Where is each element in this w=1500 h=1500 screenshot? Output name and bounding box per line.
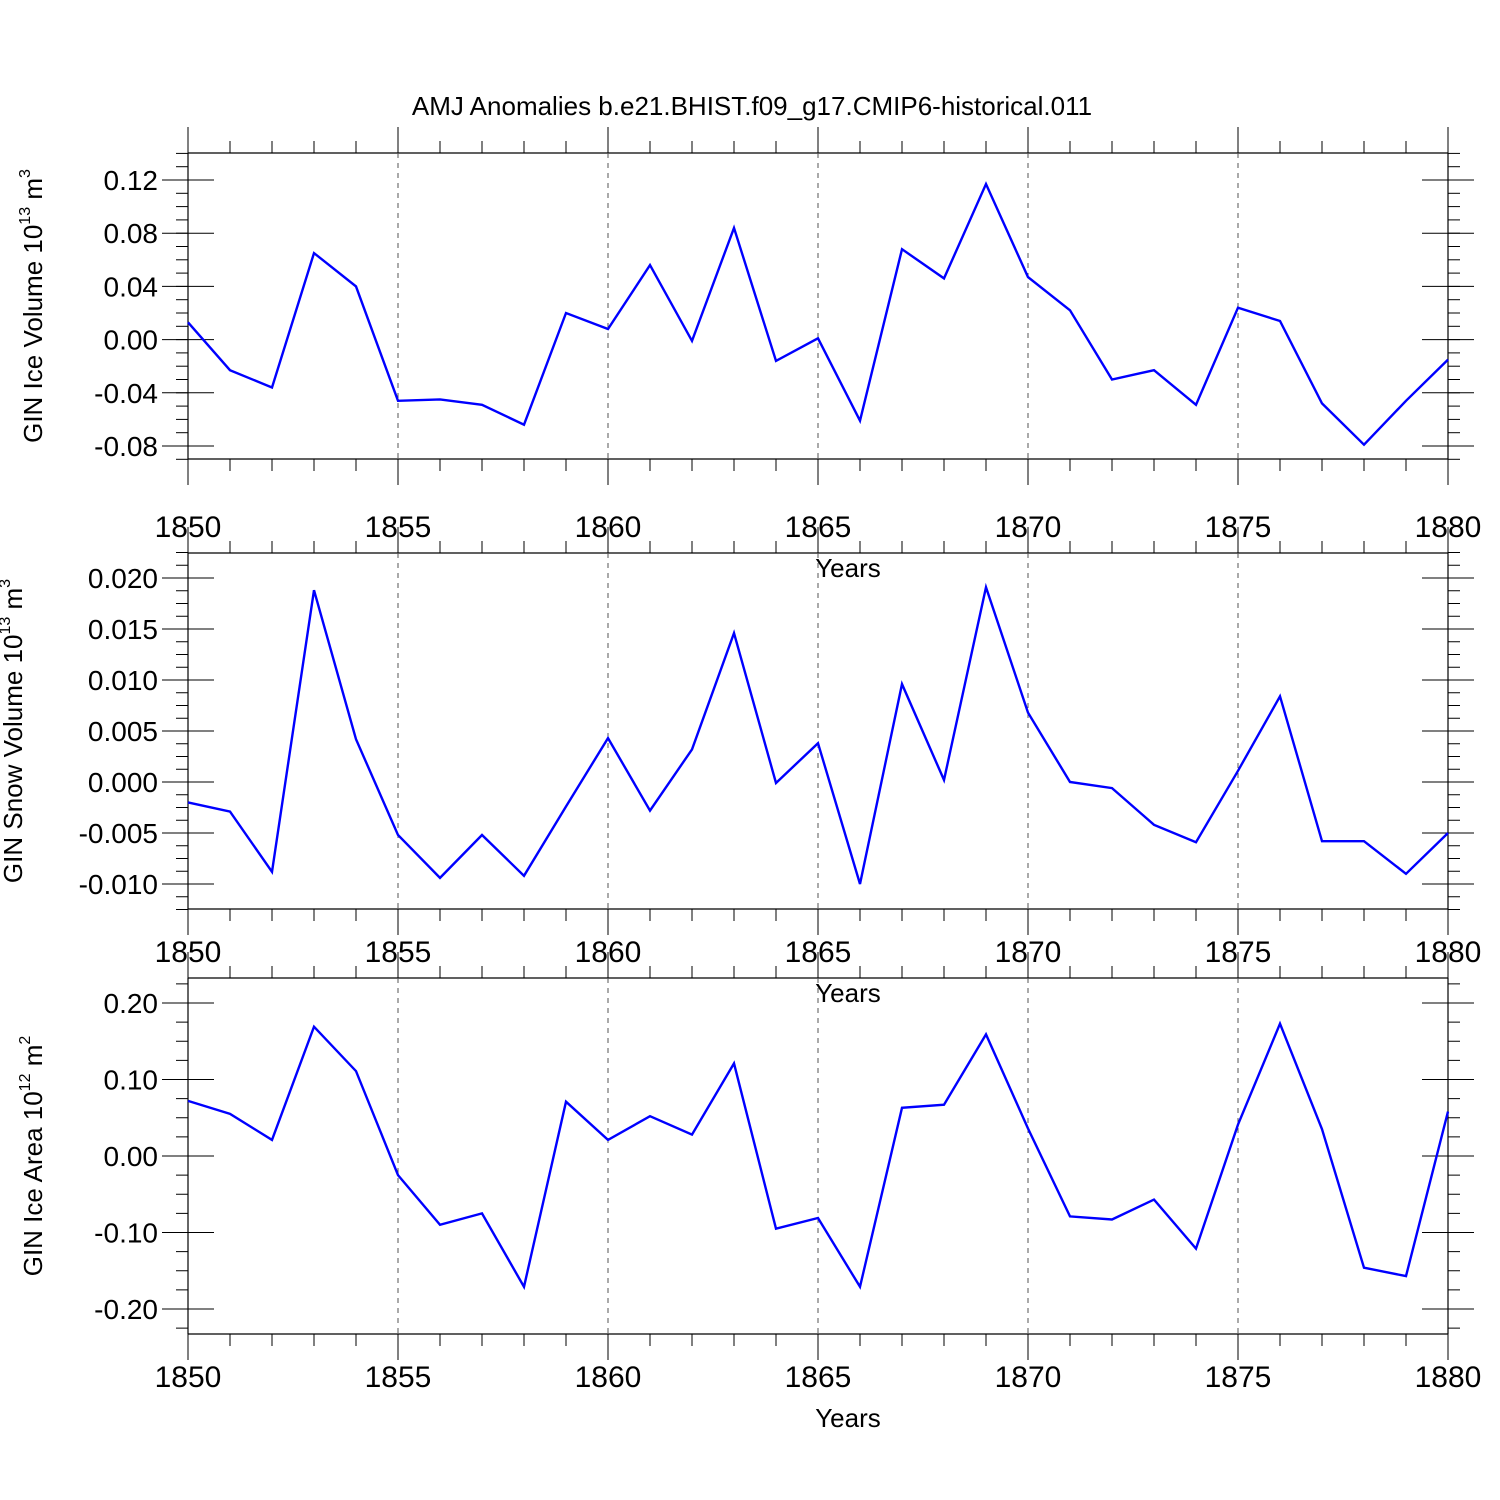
series-line <box>187 1020 1450 1291</box>
y-axis-title: GIN Ice Area 1012 m2 <box>17 1036 48 1277</box>
y-tick-label: 0.20 <box>104 988 159 1019</box>
y-axis-title: GIN Ice Volume 1013 m3 <box>17 169 48 443</box>
x-tick-label: 1850 <box>155 1361 222 1394</box>
x-axis-title: Years <box>815 978 881 1008</box>
y-tick-label: 0.00 <box>104 325 159 356</box>
panels: 1850 1855 1860 1865 1870 1875 1880 Years -0.08 -0… <box>0 127 1481 1433</box>
y-tick-label: 0.020 <box>88 563 158 594</box>
x-tick-label: 1855 <box>365 1361 432 1394</box>
y-axis-title: GIN Snow Volume 1013 m3 <box>0 579 28 883</box>
panel-2: 1850 1855 1860 1865 1870 1875 1880Years-0.010-… <box>0 527 1481 1008</box>
y-tick-label: 0.04 <box>104 271 159 302</box>
x-axis-title: Years <box>815 553 881 583</box>
chart-title: AMJ Anomalies b.e21.BHIST.f09_g17.CMIP6-… <box>412 91 1092 121</box>
y-tick-label: 0.000 <box>88 767 158 798</box>
y-tick-label: 0.005 <box>88 716 158 747</box>
y-tick-label: 0.10 <box>104 1065 159 1096</box>
y-tick-label: 0.08 <box>104 218 159 249</box>
panel-3: 1850 1855 1860 1865 1870 1875 1880 Years -0.20 -0… <box>17 952 1481 1433</box>
y-tick-label: 0.12 <box>104 165 159 196</box>
y-tick-label: 0.015 <box>88 614 158 645</box>
panel-1: 1850 1855 1860 1865 1870 1875 1880Years-0.08-0… <box>17 127 1481 583</box>
x-tick-label: 1870 <box>995 1361 1062 1394</box>
x-axis-title: Years <box>815 1403 881 1433</box>
y-tick-label: -0.010 <box>79 869 158 900</box>
y-tick-label: -0.10 <box>94 1218 158 1249</box>
x-tick-label: 1880 <box>1415 1361 1482 1394</box>
y-tick-label: -0.005 <box>79 818 158 849</box>
x-tick-label: 1860 <box>575 1361 642 1394</box>
y-tick-label: 0.010 <box>88 665 158 696</box>
x-tick-label: 1865 <box>785 1361 852 1394</box>
y-tick-label: -0.04 <box>94 378 158 409</box>
y-tick-label: 0.00 <box>104 1141 159 1172</box>
y-tick-label: -0.08 <box>94 431 158 462</box>
y-tick-label: -0.20 <box>94 1294 158 1325</box>
x-tick-label: 1875 <box>1205 1361 1272 1394</box>
